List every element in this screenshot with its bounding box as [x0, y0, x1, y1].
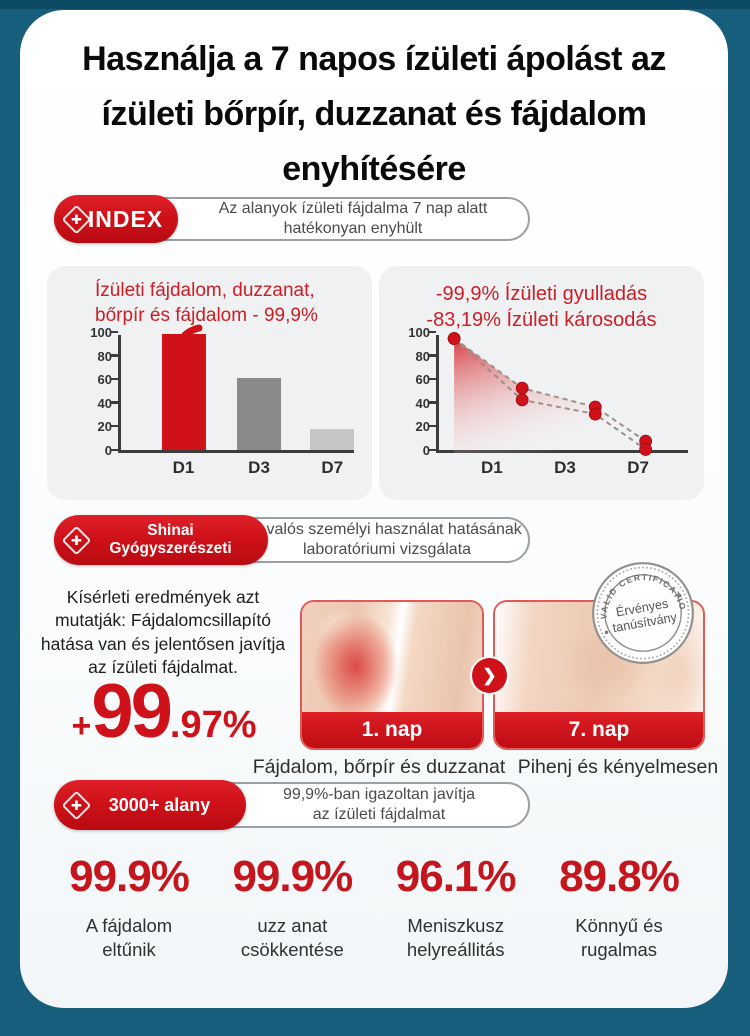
line-chart-annotation: -99,9% Ízületi gyulladás -83,19% Ízületi…: [426, 283, 657, 331]
y-tick-label: 60: [97, 372, 112, 388]
after-photo-card: 7. nap: [493, 600, 705, 750]
index-badge-row: Az alanyok ízületi fájdalma 7 nap alatt …: [54, 195, 530, 243]
before-day-label: 1. nap: [302, 712, 482, 748]
index-badge-label: INDEX: [87, 205, 164, 232]
stat-pain-gone: 99.9% A fájdalom eltűnik: [69, 852, 190, 961]
data-point: [515, 381, 529, 395]
y-tick-mark: [429, 377, 436, 381]
y-tick-label: 20: [97, 419, 112, 435]
index-badge: ✚ INDEX: [54, 195, 178, 243]
lab-badge: ✚ Shinai Gyógyszerészeti: [54, 515, 268, 565]
lab-description: Kísérleti eredmények azt mutatják: Fájda…: [40, 587, 286, 678]
y-tick-label: 80: [415, 348, 430, 364]
bar-D7: [310, 428, 355, 450]
data-point: [639, 443, 653, 456]
lab-results-section: Kísérleti eredmények azt mutatják: Fájda…: [20, 552, 728, 788]
stat-meniscus-repair: 96.1% Meniszkusz helyreállitás: [395, 852, 517, 961]
before-after-photos: 1. nap 7. nap: [300, 600, 705, 750]
bar-D1: [161, 334, 206, 450]
y-tick-label: 80: [97, 348, 112, 364]
y-tick-mark: [111, 330, 118, 333]
y-tick-label: 20: [415, 419, 430, 435]
charts-row: Ízületi fájdalom, duzzanat, bőrpír és fá…: [47, 266, 704, 502]
improvement-stat: +99.97%: [71, 669, 257, 754]
content-card: Használja a 7 napos ízületi ápolást az í…: [20, 10, 728, 1008]
x-tick-label: D7: [627, 458, 649, 477]
y-tick-label: 40: [415, 395, 430, 411]
x-tick-label: D3: [248, 458, 270, 477]
lab-badge-label: Shinai Gyógyszerészeti: [109, 522, 232, 557]
data-point: [588, 407, 602, 421]
top-border-strip: [0, 0, 750, 9]
y-tick-mark: [429, 424, 436, 428]
stat-swelling-reduction: 99.9% uzz anat csökkentése: [232, 852, 353, 961]
lab-badge-row: A valós személyi használat hatásának lab…: [54, 515, 530, 565]
y-tick-mark: [429, 330, 436, 333]
y-tick-mark: [429, 448, 436, 451]
y-tick-label: 40: [97, 395, 112, 411]
subjects-badge: ✚ 3000+ alany: [54, 780, 246, 830]
y-tick-label: 0: [104, 443, 112, 458]
x-tick-label: D1: [481, 458, 503, 477]
bar-chart-card: Ízületi fájdalom, duzzanat, bőrpír és fá…: [47, 266, 372, 500]
y-tick-mark: [429, 401, 436, 404]
after-caption: Pihenj és kényelmesen: [517, 756, 719, 778]
y-tick-label: 100: [408, 325, 430, 340]
line-chart-card: -99,9% Ízületi gyulladás -83,19% Ízületi…: [379, 266, 704, 500]
x-tick-label: D7: [321, 458, 344, 477]
bar-D3: [237, 378, 282, 450]
y-tick-mark: [111, 448, 118, 451]
page-title: Használja a 7 napos ízületi ápolást az í…: [82, 40, 666, 189]
y-tick-label: 60: [415, 372, 430, 388]
stats-row: 99.9% A fájdalom eltűnik 99.9% uzz anat …: [50, 852, 698, 962]
x-tick-label: D3: [554, 458, 576, 477]
y-tick-mark: [111, 354, 118, 357]
after-day-label: 7. nap: [495, 712, 703, 748]
subjects-badge-text: 99,9%-ban igazoltan javítja az ízületi f…: [184, 782, 530, 828]
bar-chart-plot: 0 20 40 60 80 100 D1 D3 D7: [90, 325, 355, 477]
data-point: [447, 332, 461, 345]
certificate-stamp: VALID CERTIFICATION Érvényes tanúsítvány: [582, 552, 694, 664]
y-tick-label: 100: [90, 325, 112, 340]
stat-flexibility: 89.8% Könnyű és rugalmas: [559, 852, 680, 961]
x-tick-label: D1: [172, 458, 195, 477]
y-tick-mark: [111, 424, 118, 428]
y-tick-mark: [111, 377, 118, 381]
y-tick-mark: [111, 401, 118, 404]
y-tick-label: 0: [422, 443, 430, 458]
index-badge-text: Az alanyok ízületi fájdalma 7 nap alatt …: [130, 197, 530, 241]
subjects-badge-label: 3000+ alany: [108, 794, 211, 815]
arrow-right-icon: ❯: [472, 658, 507, 693]
line-chart-plot: 0 20 40 60 80 100 D1 D3 D7: [408, 325, 688, 477]
data-point: [515, 393, 529, 407]
line-chart-svg: [447, 332, 653, 456]
y-tick-mark: [429, 354, 436, 357]
subjects-badge-row: 99,9%-ban igazoltan javítja az ízületi f…: [54, 780, 530, 830]
before-photo-card: 1. nap: [300, 600, 484, 750]
bar-chart-annotation: Ízületi fájdalom, duzzanat, bőrpír és fá…: [95, 280, 318, 326]
before-caption: Fájdalom, bőrpír és duzzanat: [252, 756, 506, 778]
